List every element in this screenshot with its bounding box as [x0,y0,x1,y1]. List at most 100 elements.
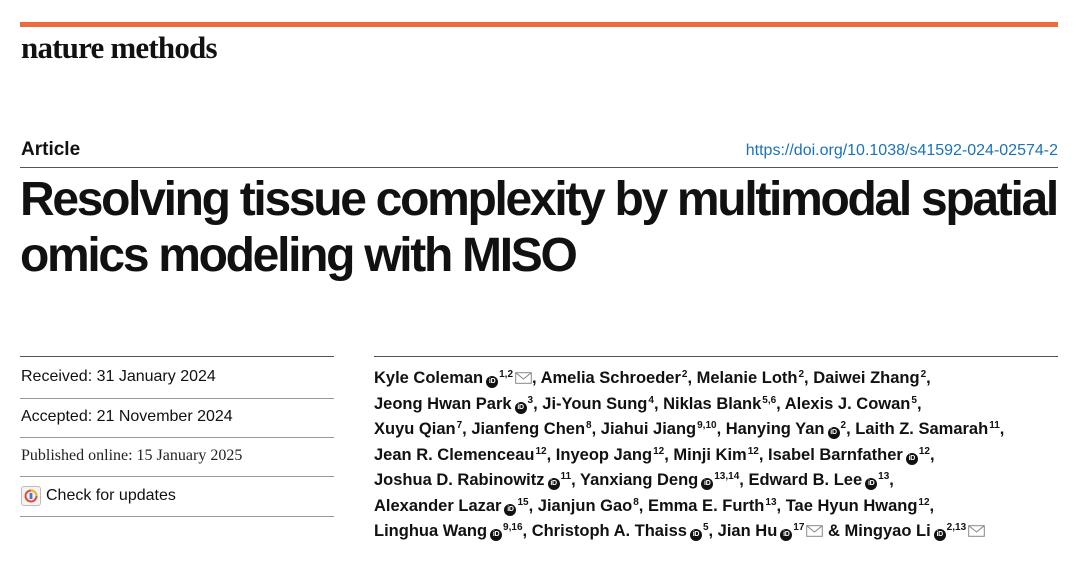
author-item[interactable]: Daiwei Zhang2 [813,369,926,387]
author-name[interactable]: Hanying Yan [725,420,825,438]
affiliation-number[interactable]: 12 [918,496,930,508]
author-name[interactable]: Kyle Coleman [374,369,484,387]
affiliation-number[interactable]: 15 [517,496,529,508]
author-item[interactable]: Isabel Barnfather iD12 [768,445,930,465]
author-name[interactable]: Ji-Youn Sung [542,394,648,413]
author-item[interactable]: Amelia Schroeder2 [541,369,688,387]
affiliation-number[interactable]: 13 [765,496,777,508]
affiliation-number[interactable]: 11 [560,471,572,482]
affiliation-number[interactable]: 8 [586,420,592,431]
author-name[interactable]: Inyeop Jang [555,445,653,464]
author-item[interactable]: Emma E. Furth13 [648,497,777,515]
author-name[interactable]: Edward B. Lee [748,471,863,489]
orcid-icon[interactable]: iD [547,478,560,490]
affiliation-number[interactable]: 13,14 [714,471,740,482]
author-item[interactable]: Xuyu Qian7 [374,420,462,438]
author-item[interactable]: Inyeop Jang12 [556,446,664,464]
affiliation-number[interactable]: 2 [920,369,927,380]
affiliation-number[interactable]: 2 [798,369,805,380]
author-item[interactable]: Jeong Hwan Park iD3 [374,394,534,414]
author-name[interactable]: Alexander Lazar [374,496,502,515]
author-name[interactable]: Xuyu Qian [374,420,456,438]
affiliation-number[interactable]: 5 [911,394,917,406]
affiliation-number[interactable]: 9,10 [697,420,717,431]
affiliation-number[interactable]: 2,13 [946,522,967,533]
affiliation-number[interactable]: 13 [878,471,890,482]
orcid-icon[interactable]: iD [701,478,714,490]
author-name[interactable]: Melanie Loth [696,369,798,387]
author-item[interactable]: Hanying Yan iD2 [725,420,847,439]
author-name[interactable]: Jianjun Gao [537,496,633,515]
author-item[interactable]: Niklas Blank5,6 [663,395,776,413]
orcid-icon[interactable]: iD [780,529,793,541]
author-item[interactable]: Joshua D. Rabinowitz iD11 [374,471,572,490]
author-name[interactable]: Jean R. Clemenceau [374,445,535,464]
author-name[interactable]: Tae Hyun Hwang [785,496,918,515]
author-name[interactable]: Alexis J. Cowan [784,394,911,413]
author-item[interactable]: Tae Hyun Hwang12 [786,497,930,515]
affiliation-number[interactable]: 8 [633,496,639,508]
author-item[interactable]: Mingyao Li iD2,13 [844,522,986,541]
affiliation-number[interactable]: 11 [989,420,1000,431]
author-item[interactable]: Edward B. Lee iD13 [748,471,890,490]
author-item[interactable]: Ji-Youn Sung4 [542,395,654,413]
journal-name[interactable]: nature methods [21,30,218,65]
author-item[interactable]: Jean R. Clemenceau12 [374,446,547,464]
author-name[interactable]: Minji Kim [673,445,747,464]
orcid-icon[interactable]: iD [689,529,702,541]
author-name[interactable]: Joshua D. Rabinowitz [374,471,545,489]
doi-link[interactable]: https://doi.org/10.1038/s41592-024-02574… [745,142,1058,159]
affiliation-number[interactable]: 2 [840,420,847,431]
author-item[interactable]: Yanxiang Deng iD13,14 [579,471,740,490]
author-name[interactable]: Emma E. Furth [647,496,765,515]
orcid-icon[interactable]: iD [827,427,840,439]
author-item[interactable]: Linghua Wang iD9,16 [374,522,523,541]
author-name[interactable]: Jeong Hwan Park [374,394,512,413]
affiliation-number[interactable]: 2 [681,369,688,380]
author-name[interactable]: Isabel Barnfather [768,445,903,464]
author-item[interactable]: Kyle Coleman iD1,2 [374,369,532,388]
author-name[interactable]: Jianfeng Chen [471,420,586,438]
author-item[interactable]: Christoph A. Thaiss iD5 [531,522,709,541]
affiliation-number[interactable]: 5 [702,522,709,533]
orcid-icon[interactable]: iD [905,452,918,465]
orcid-icon[interactable]: iD [933,529,946,541]
author-name[interactable]: Linghua Wang [374,522,488,540]
author-name[interactable]: Amelia Schroeder [540,369,681,387]
author-item[interactable]: Jianjun Gao8 [538,497,639,515]
author-name[interactable]: Mingyao Li [844,522,931,540]
orcid-icon[interactable]: iD [486,376,499,388]
author-item[interactable]: Jian Hu iD17 [717,522,824,541]
author-name[interactable]: Niklas Blank [663,394,762,413]
author-name[interactable]: Jian Hu [717,522,778,540]
author-item[interactable]: Minji Kim12 [673,446,758,464]
affiliation-number[interactable]: 7 [456,420,463,431]
orcid-icon[interactable]: iD [504,503,517,516]
affiliation-number[interactable]: 5,6 [762,394,777,406]
author-name[interactable]: Jiahui Jiang [600,420,697,438]
email-icon[interactable] [968,525,985,537]
orcid-icon[interactable]: iD [514,401,527,414]
affiliation-number[interactable]: 12 [653,445,665,457]
author-item[interactable]: Melanie Loth2 [697,369,804,387]
orcid-icon[interactable]: iD [490,529,503,541]
author-name[interactable]: Laith Z. Samarah [855,420,989,438]
affiliation-number[interactable]: 3 [527,394,534,406]
author-item[interactable]: Alexander Lazar iD15 [374,496,529,516]
author-name[interactable]: Christoph A. Thaiss [531,522,687,540]
affiliation-number[interactable]: 12 [918,445,930,457]
affiliation-number[interactable]: 1,2 [499,369,514,380]
author-item[interactable]: Alexis J. Cowan5 [785,395,917,413]
check-for-updates-button[interactable]: Check for updates [21,486,176,506]
affiliation-number[interactable]: 4 [648,394,654,406]
affiliation-number[interactable]: 12 [535,445,547,457]
affiliation-number[interactable]: 17 [793,522,805,533]
affiliation-number[interactable]: 9,16 [503,522,523,533]
author-name[interactable]: Daiwei Zhang [813,369,920,387]
email-icon[interactable] [806,525,824,537]
author-item[interactable]: Jianfeng Chen8 [471,420,591,438]
author-name[interactable]: Yanxiang Deng [579,471,699,489]
orcid-icon[interactable]: iD [865,478,878,490]
email-icon[interactable] [515,372,532,384]
author-item[interactable]: Jiahui Jiang9,10 [601,420,717,438]
